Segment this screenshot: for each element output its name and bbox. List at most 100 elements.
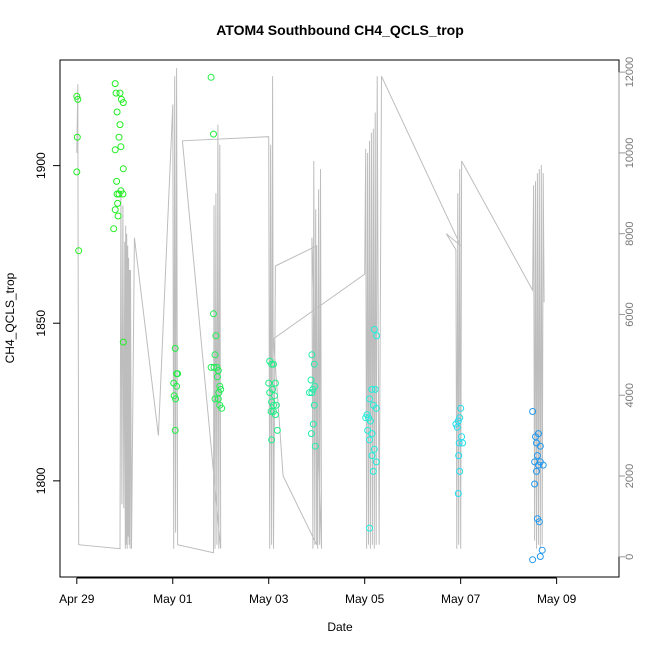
data-point (371, 385, 379, 393)
data-point (308, 389, 316, 397)
x-tick-label: Apr 29 (59, 592, 95, 606)
data-point (73, 92, 81, 100)
y-tick-label: 1900 (34, 152, 48, 179)
x-tick-label: May 05 (345, 592, 385, 606)
data-point (213, 373, 221, 381)
data-point (173, 382, 181, 390)
data-point (307, 430, 315, 438)
data-point (373, 332, 381, 340)
data-point (73, 133, 81, 141)
data-point (113, 108, 121, 116)
data-point (271, 392, 278, 400)
data-point (117, 143, 125, 151)
right-tick-label: 4000 (624, 383, 636, 407)
data-point (368, 452, 376, 460)
data-point (172, 395, 180, 403)
x-axis-label: Date (327, 620, 353, 634)
data-point (310, 360, 318, 368)
data-point (114, 199, 122, 207)
data-point (308, 351, 316, 359)
right-tick-label: 0 (624, 554, 636, 560)
right-tick-label: 8000 (624, 221, 636, 245)
data-point (273, 426, 281, 434)
chart-title: ATOM4 Southbound CH4_QCLS_trop (216, 22, 464, 38)
data-point (536, 553, 544, 560)
data-point (535, 518, 543, 526)
data-point (114, 212, 122, 220)
data-point (452, 420, 460, 428)
data-point (539, 461, 547, 469)
data-point (171, 344, 179, 352)
data-point (111, 80, 119, 88)
data-point (211, 351, 219, 359)
data-point (529, 556, 537, 564)
data-point (363, 411, 371, 419)
data-point (454, 490, 462, 497)
data-point (119, 99, 127, 107)
right-tick-label: 12000 (624, 57, 636, 88)
data-point (533, 467, 540, 475)
data-point (217, 385, 225, 393)
data-point (307, 376, 315, 384)
data-point (456, 467, 464, 475)
data-point (310, 401, 318, 409)
y-axis: 1800 1850 1900 (34, 152, 61, 494)
right-tick-label: 2000 (624, 464, 636, 488)
data-point (453, 423, 461, 431)
data-point (368, 385, 376, 393)
x-tick-label: May 03 (249, 592, 289, 606)
data-point (531, 480, 539, 488)
data-point (171, 426, 179, 434)
data-point (372, 404, 380, 412)
altitude-track-line (76, 68, 545, 554)
data-point (268, 436, 276, 444)
data-point (269, 385, 277, 393)
x-tick-label: May 07 (441, 592, 481, 606)
data-point (74, 95, 82, 103)
data-point (366, 436, 373, 444)
x-axis: Apr 29 May 01 May 03 May 05 May 07 May 09 (59, 577, 577, 606)
data-point (529, 408, 537, 415)
data-point (116, 89, 124, 97)
data-point (456, 414, 464, 422)
data-point (366, 417, 374, 425)
data-point (174, 370, 182, 378)
data-point (366, 395, 373, 403)
data-point (370, 445, 378, 453)
data-point (271, 411, 279, 419)
data-point (311, 442, 319, 450)
data-point (306, 389, 313, 397)
data-point (116, 121, 124, 129)
data-point (366, 524, 373, 532)
data-point (455, 452, 463, 460)
data-point (113, 177, 121, 185)
data-point (212, 332, 220, 340)
right-tick-label: 6000 (624, 302, 636, 326)
data-point (210, 310, 217, 318)
y-axis-label: CH4_QCLS_trop (3, 272, 17, 363)
data-point (370, 326, 378, 333)
data-point (459, 439, 467, 447)
data-point (75, 247, 83, 255)
data-point (110, 225, 118, 233)
data-point (362, 414, 370, 422)
data-point (458, 433, 466, 441)
y-tick-label: 1800 (34, 467, 48, 494)
data-point (369, 467, 377, 475)
data-point (265, 379, 273, 387)
data-point (368, 430, 376, 438)
data-point (111, 206, 119, 214)
x-tick-label: May 09 (537, 592, 577, 606)
data-point (119, 338, 127, 346)
data-point (534, 430, 542, 438)
data-point (538, 546, 546, 554)
data-point (210, 130, 217, 138)
data-point (271, 379, 279, 387)
data-point (533, 452, 541, 460)
data-point (218, 404, 226, 412)
data-point (372, 458, 380, 466)
altitude-track-layer (76, 68, 545, 554)
data-point (268, 360, 276, 368)
